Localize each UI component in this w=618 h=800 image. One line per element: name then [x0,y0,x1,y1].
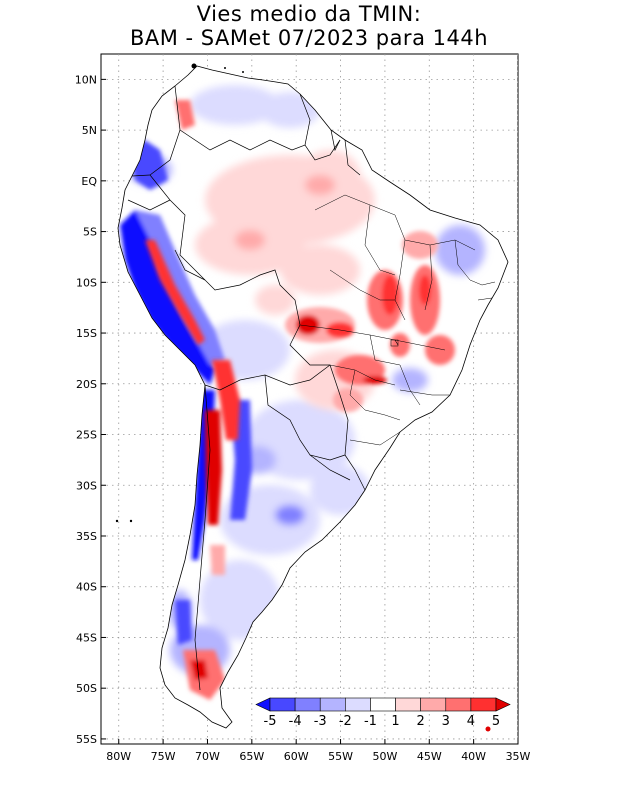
lat-tick-label: 5S [83,226,97,239]
lat-tick-label: 35S [76,530,97,543]
lat-tick-label: 45S [76,631,97,644]
colorbar-segment [345,697,371,712]
colorbar-label: -1 [364,714,377,729]
colorbar-label: -4 [289,714,302,729]
colorbar-label: 4 [467,714,475,729]
country-borders [127,85,366,691]
lat-tick-label: 20S [76,378,97,391]
colorbar-segment [470,697,497,712]
colorbar-segment [294,697,321,712]
colorbar-label: -2 [339,714,352,729]
colorbar-segment [445,697,472,712]
colorbar: -5 -4 -3 -2 -1 1 2 3 4 5 [255,697,511,729]
colorbar-label: 5 [492,714,500,729]
lat-tick-label: 15S [76,327,97,340]
colorbar-label: -5 [264,714,277,729]
lat-tick-label: 55S [76,733,97,746]
lat-tick-label: 25S [76,429,97,442]
lat-tick-label: 10N [75,73,97,86]
lon-tick-label: 60W [284,750,309,763]
lat-tick-label: 10S [76,276,97,289]
lon-tick-label: 55W [328,750,353,763]
lon-tick-label: 80W [106,750,131,763]
lon-tick-label: 70W [195,750,220,763]
longitude-tick-labels: 80W 75W 70W 65W 60W 55W 50W 45W 40W 35W [106,739,531,763]
islands [115,63,491,732]
lon-tick-label: 40W [461,750,486,763]
lat-tick-label: 50S [76,682,97,695]
lat-tick-label: 40S [76,581,97,594]
lon-tick-label: 45W [417,750,442,763]
colorbar-label: 1 [391,714,399,729]
colorbar-high-extend [495,697,511,712]
lat-tick-label: 30S [76,479,97,492]
state-borders [299,194,496,446]
colorbar-label: -3 [314,714,327,729]
lon-tick-label: 65W [239,750,264,763]
map-title-line-1: Vies medio da TMIN: [196,2,422,26]
lon-tick-label: 75W [151,750,176,763]
colorbar-label: 3 [442,714,450,729]
colorbar-segment [319,697,346,712]
lon-tick-label: 35W [506,750,531,763]
lat-tick-label: EQ [81,175,97,188]
map-title-line-2: BAM - SAMet 07/2023 para 144h [129,26,489,50]
latitude-tick-labels: 10N 5N EQ 5S 10S 15S 20S 25S 30S 35S 40S 45S 50S 55S [75,73,106,746]
colorbar-segment [420,697,447,712]
colorbar-segment [395,697,421,712]
lon-tick-label: 50W [372,750,397,763]
lat-tick-label: 5N [82,124,97,137]
colorbar-segment [370,697,396,712]
colorbar-segment [269,697,296,712]
colorbar-label: 2 [417,714,425,729]
